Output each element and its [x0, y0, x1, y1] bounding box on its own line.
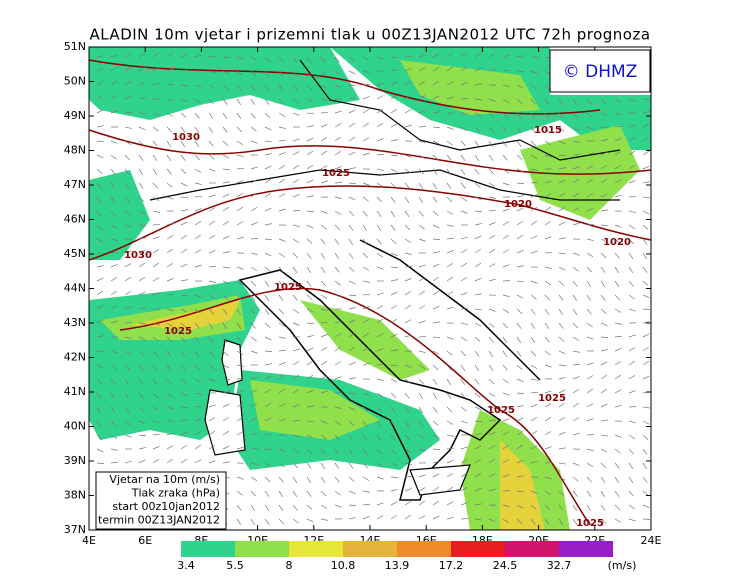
lon-label: 6E [138, 534, 152, 547]
colorbar-bin [559, 541, 613, 557]
isobar-label: 1025 [274, 282, 302, 293]
colorbar-bin [397, 541, 451, 557]
lat-label: 40N [64, 420, 86, 433]
colorbar-label: 10.8 [331, 559, 356, 572]
colorbar-label: 17.2 [439, 559, 464, 572]
colorbar-label: 5.5 [226, 559, 244, 572]
logo: © DHMZ [563, 62, 638, 82]
lat-label: 48N [64, 144, 86, 157]
isobar-label: 1025 [487, 405, 515, 416]
lat-label: 39N [64, 454, 86, 467]
info-lines: Vjetar na 10m (m/s)Tlak zraka (hPa)start… [98, 473, 220, 527]
lat-label: 50N [64, 75, 86, 88]
lon-label: 4E [82, 534, 96, 547]
isobar-label: 1025 [538, 393, 566, 404]
colorbar-label: 24.5 [493, 559, 518, 572]
lat-label: 38N [64, 489, 86, 502]
isobar-label: 1025 [576, 518, 604, 529]
lat-label: 41N [64, 385, 86, 398]
colorbar-bin [451, 541, 505, 557]
info-line: start 00z10jan2012 [112, 500, 220, 513]
colorbar-label: 8 [286, 559, 293, 572]
info-line: Vjetar na 10m (m/s) [109, 473, 220, 486]
colorbar-bin [505, 541, 559, 557]
lon-label: 24E [641, 534, 662, 547]
isobar-label: 1025 [164, 326, 192, 337]
info-line: termin 00Z13JAN2012 [98, 514, 220, 527]
lat-label: 46N [64, 213, 86, 226]
colorbar-bin [181, 541, 235, 557]
info-line: Tlak zraka (hPa) [131, 487, 220, 500]
isobar-label: 1030 [172, 132, 200, 143]
colorbar-bin [289, 541, 343, 557]
isobar-label: 1020 [504, 199, 532, 210]
lat-label: 51N [64, 40, 86, 53]
lat-label: 45N [64, 247, 86, 260]
colorbar-bin [343, 541, 397, 557]
colorbar-unit: (m/s) [608, 559, 637, 572]
map-title: ALADIN 10m vjetar i prizemni tlak u 00Z1… [89, 26, 650, 44]
colorbar-label: 3.4 [177, 559, 195, 572]
isobar-label: 1030 [124, 250, 152, 261]
colorbar-bin [235, 541, 289, 557]
lat-label: 44N [64, 282, 86, 295]
lat-label: 42N [64, 351, 86, 364]
lat-label: 49N [64, 109, 86, 122]
isobar-label: 1015 [534, 125, 562, 136]
lat-label: 47N [64, 178, 86, 191]
plot-area [89, 47, 651, 530]
isobar-label: 1025 [322, 168, 350, 179]
colorbar-label: 13.9 [385, 559, 410, 572]
lat-label: 43N [64, 316, 86, 329]
isobar-label: 1020 [603, 237, 631, 248]
colorbar-label: 32.7 [547, 559, 572, 572]
